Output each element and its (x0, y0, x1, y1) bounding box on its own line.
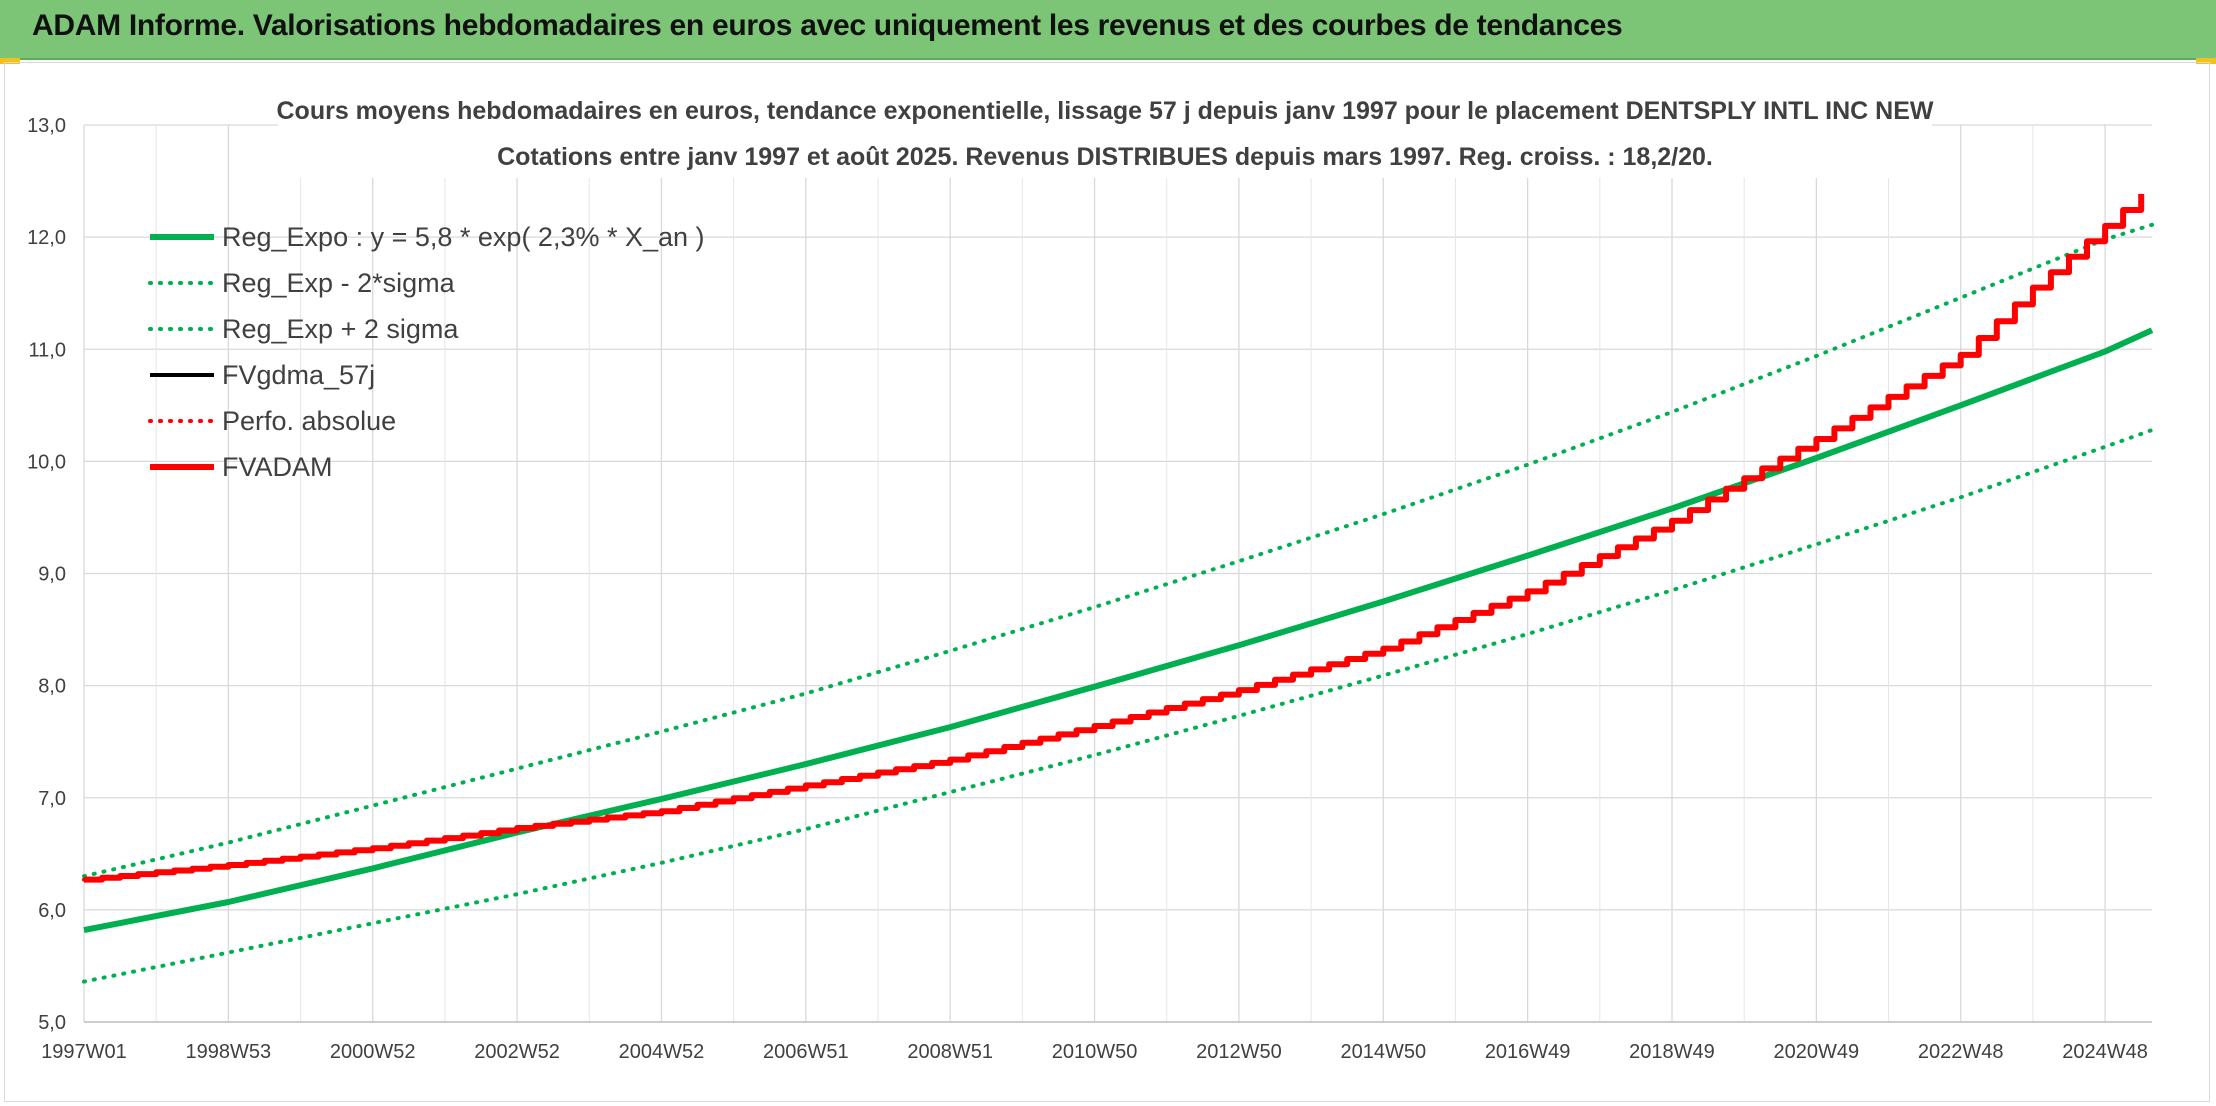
x-tick-label: 2002W52 (474, 1041, 560, 1063)
y-tick-label: 9,0 (38, 564, 66, 586)
chart-title: Cours moyens hebdomadaires en euros, ten… (277, 97, 1934, 125)
x-tick-label: 2020W49 (1774, 1041, 1860, 1063)
x-tick-label: 2000W52 (330, 1041, 416, 1063)
legend-label-2: Reg_Exp + 2 sigma (222, 314, 459, 344)
y-tick-label: 11,0 (29, 339, 66, 361)
report-title: ADAM Informe. Valorisations hebdomadaire… (32, 9, 1623, 42)
y-tick-label: 7,0 (38, 788, 66, 810)
chart-legend: Reg_Expo : y = 5,8 * exp( 2,3% * X_an ) R… (148, 222, 705, 482)
x-tick-label: 1998W53 (186, 1041, 272, 1063)
legend-label-0: Reg_Expo : y = 5,8 * exp( 2,3% * X_an ) (222, 222, 705, 252)
legend-label-3: FVgdma_57j (222, 360, 375, 390)
y-tick-label: 8,0 (38, 676, 66, 698)
x-tick-label: 1997W01 (41, 1041, 127, 1063)
series-line-2 (82, 222, 2154, 879)
x-tick-label: 2008W51 (907, 1041, 993, 1063)
chart-title-backdrop (278, 88, 1932, 178)
y-tick-label: 13,0 (27, 115, 66, 137)
y-tick-label: 10,0 (27, 451, 66, 473)
legend-label-1: Reg_Exp - 2*sigma (222, 268, 456, 298)
series-line-1 (82, 428, 2154, 984)
series-line-0 (83, 327, 2154, 934)
chart-subtitle: Cotations entre janv 1997 et août 2025. … (497, 143, 1713, 171)
legend-label-4: Perfo. absolue (222, 406, 396, 436)
grid-lines (83, 124, 2152, 1023)
x-tick-label: 2016W49 (1485, 1041, 1571, 1063)
report-header-bar: ADAM Informe. Valorisations hebdomadaire… (0, 0, 2216, 60)
y-tick-label: 5,0 (38, 1012, 66, 1034)
y-tick-label: 12,0 (27, 227, 66, 249)
x-tick-label: 2004W52 (619, 1041, 705, 1063)
series-line-5 (84, 194, 2145, 883)
legend-label-5: FVADAM (222, 452, 333, 482)
x-tick-label: 2014W50 (1340, 1041, 1426, 1063)
y-axis-ticks: 5,0 6,0 7,0 8,0 9,0 10,0 11,0 12,0 13,0 (27, 115, 66, 1034)
x-axis-ticks: 1997W01 1998W53 2000W52 2002W52 2004W52 2006W… (41, 1041, 2148, 1063)
x-tick-label: 2010W50 (1052, 1041, 1138, 1063)
x-tick-label: 2022W48 (1918, 1041, 2004, 1063)
chart-frame (4, 62, 2210, 1102)
y-tick-label: 6,0 (38, 900, 66, 922)
x-tick-label: 2024W48 (2062, 1041, 2148, 1063)
series-group (82, 192, 2154, 984)
corner-marker-right (2196, 58, 2216, 64)
x-tick-label: 2012W50 (1196, 1041, 1282, 1063)
corner-marker-left (0, 58, 20, 64)
x-tick-label: 2018W49 (1629, 1041, 1715, 1063)
x-tick-label: 2006W51 (763, 1041, 849, 1063)
